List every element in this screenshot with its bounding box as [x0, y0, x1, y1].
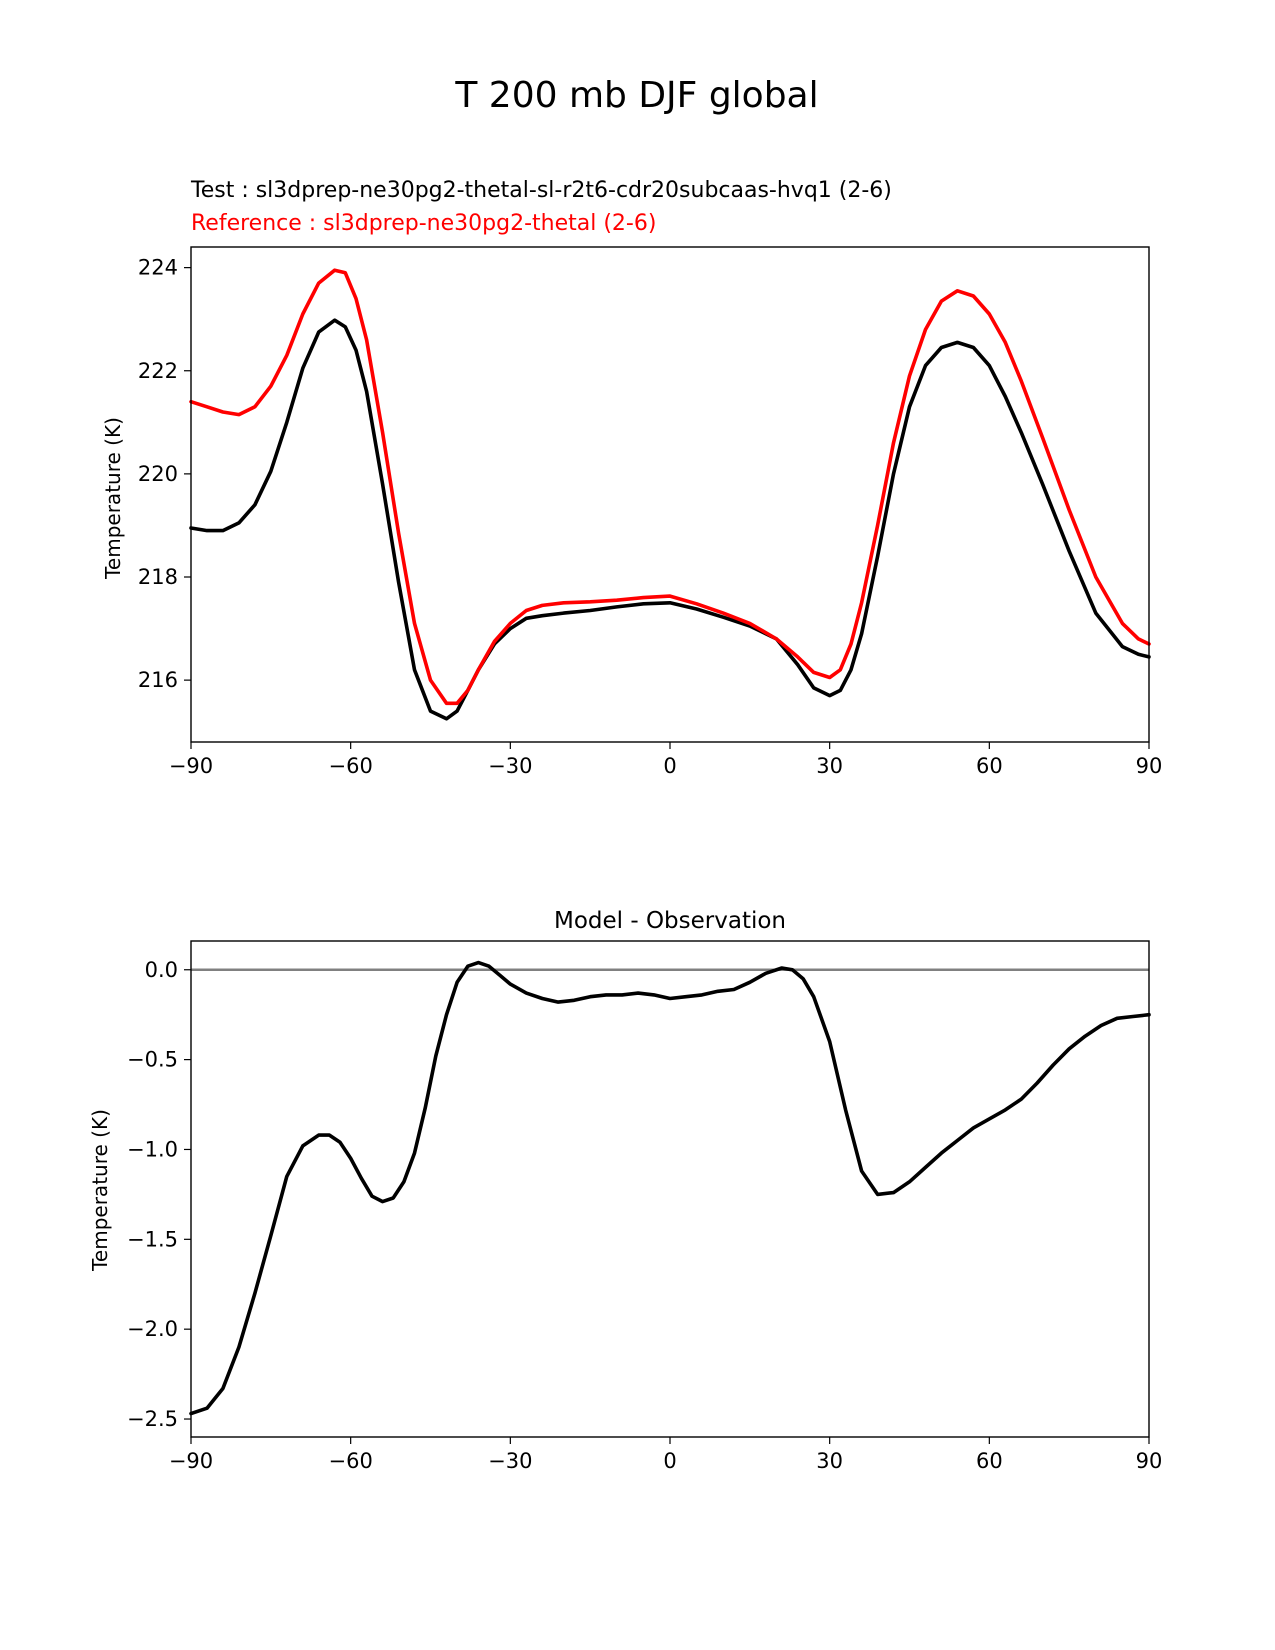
- top-axes-frame: [190, 246, 1150, 743]
- top-panel: Test : sl3dprep-ne30pg2-thetal-sl-r2t6-c…: [101, 178, 1162, 778]
- bottom-plot-area: [189, 960, 1151, 1416]
- top-ytick-label: 224: [138, 256, 178, 280]
- top-ylabel: Temperature (K): [101, 417, 125, 580]
- bottom-xtick-label: 60: [976, 1449, 1003, 1473]
- bottom-axes-frame: [190, 940, 1150, 1438]
- bottom-xtick-label: 0: [663, 1449, 676, 1473]
- top-test-series-line: [189, 318, 1151, 721]
- bottom-ylabel: Temperature (K): [88, 1109, 112, 1272]
- bottom-xtick-label: −30: [488, 1449, 532, 1473]
- top-xtick-label: −60: [329, 754, 373, 778]
- bottom-xtick-label: 90: [1136, 1449, 1163, 1473]
- figure-title: T 200 mb DJF global: [454, 75, 818, 116]
- top-xtick-label: −90: [169, 754, 213, 778]
- top-axis-ticks: −90 −60 −30 0 30 60 90 216 218 220 222 224: [138, 256, 1162, 778]
- top-plot-area: [189, 268, 1151, 721]
- top-xtick-label: 30: [816, 754, 843, 778]
- bottom-ytick-label: −0.5: [127, 1048, 178, 1072]
- bottom-ytick-label: −1.5: [127, 1227, 178, 1251]
- top-ytick-label: 220: [138, 462, 178, 486]
- bottom-title: Model - Observation: [554, 908, 786, 934]
- bottom-difference-series-line: [189, 960, 1151, 1416]
- reference-label: Reference : sl3dprep-ne30pg2-thetal (2-6…: [191, 211, 656, 236]
- top-reference-series-line: [189, 268, 1151, 706]
- top-ytick-label: 216: [138, 668, 178, 692]
- top-xtick-label: 60: [976, 754, 1003, 778]
- top-ytick-label: 218: [138, 565, 178, 589]
- top-ytick-label: 222: [138, 359, 178, 383]
- bottom-ytick-label: −2.5: [127, 1407, 178, 1431]
- bottom-ytick-label: −1.0: [127, 1137, 178, 1161]
- top-xtick-label: −30: [488, 754, 532, 778]
- bottom-xtick-label: −90: [169, 1449, 213, 1473]
- bottom-panel: Model - Observation Temperature (K) −90−…: [88, 908, 1162, 1473]
- bottom-axis-ticks: −90 −60 −30 0 30 60 90 0.0 −0.5 −1.0 −1.5 −2.0 −2.5: [127, 958, 1162, 1473]
- bottom-xtick-label: 30: [816, 1449, 843, 1473]
- bottom-ytick-label: −2.0: [127, 1317, 178, 1341]
- top-xtick-label: 0: [663, 754, 676, 778]
- top-xtick-label: 90: [1136, 754, 1163, 778]
- test-label: Test : sl3dprep-ne30pg2-thetal-sl-r2t6-c…: [190, 178, 892, 203]
- bottom-ytick-label: 0.0: [145, 958, 178, 982]
- bottom-xtick-label: −60: [329, 1449, 373, 1473]
